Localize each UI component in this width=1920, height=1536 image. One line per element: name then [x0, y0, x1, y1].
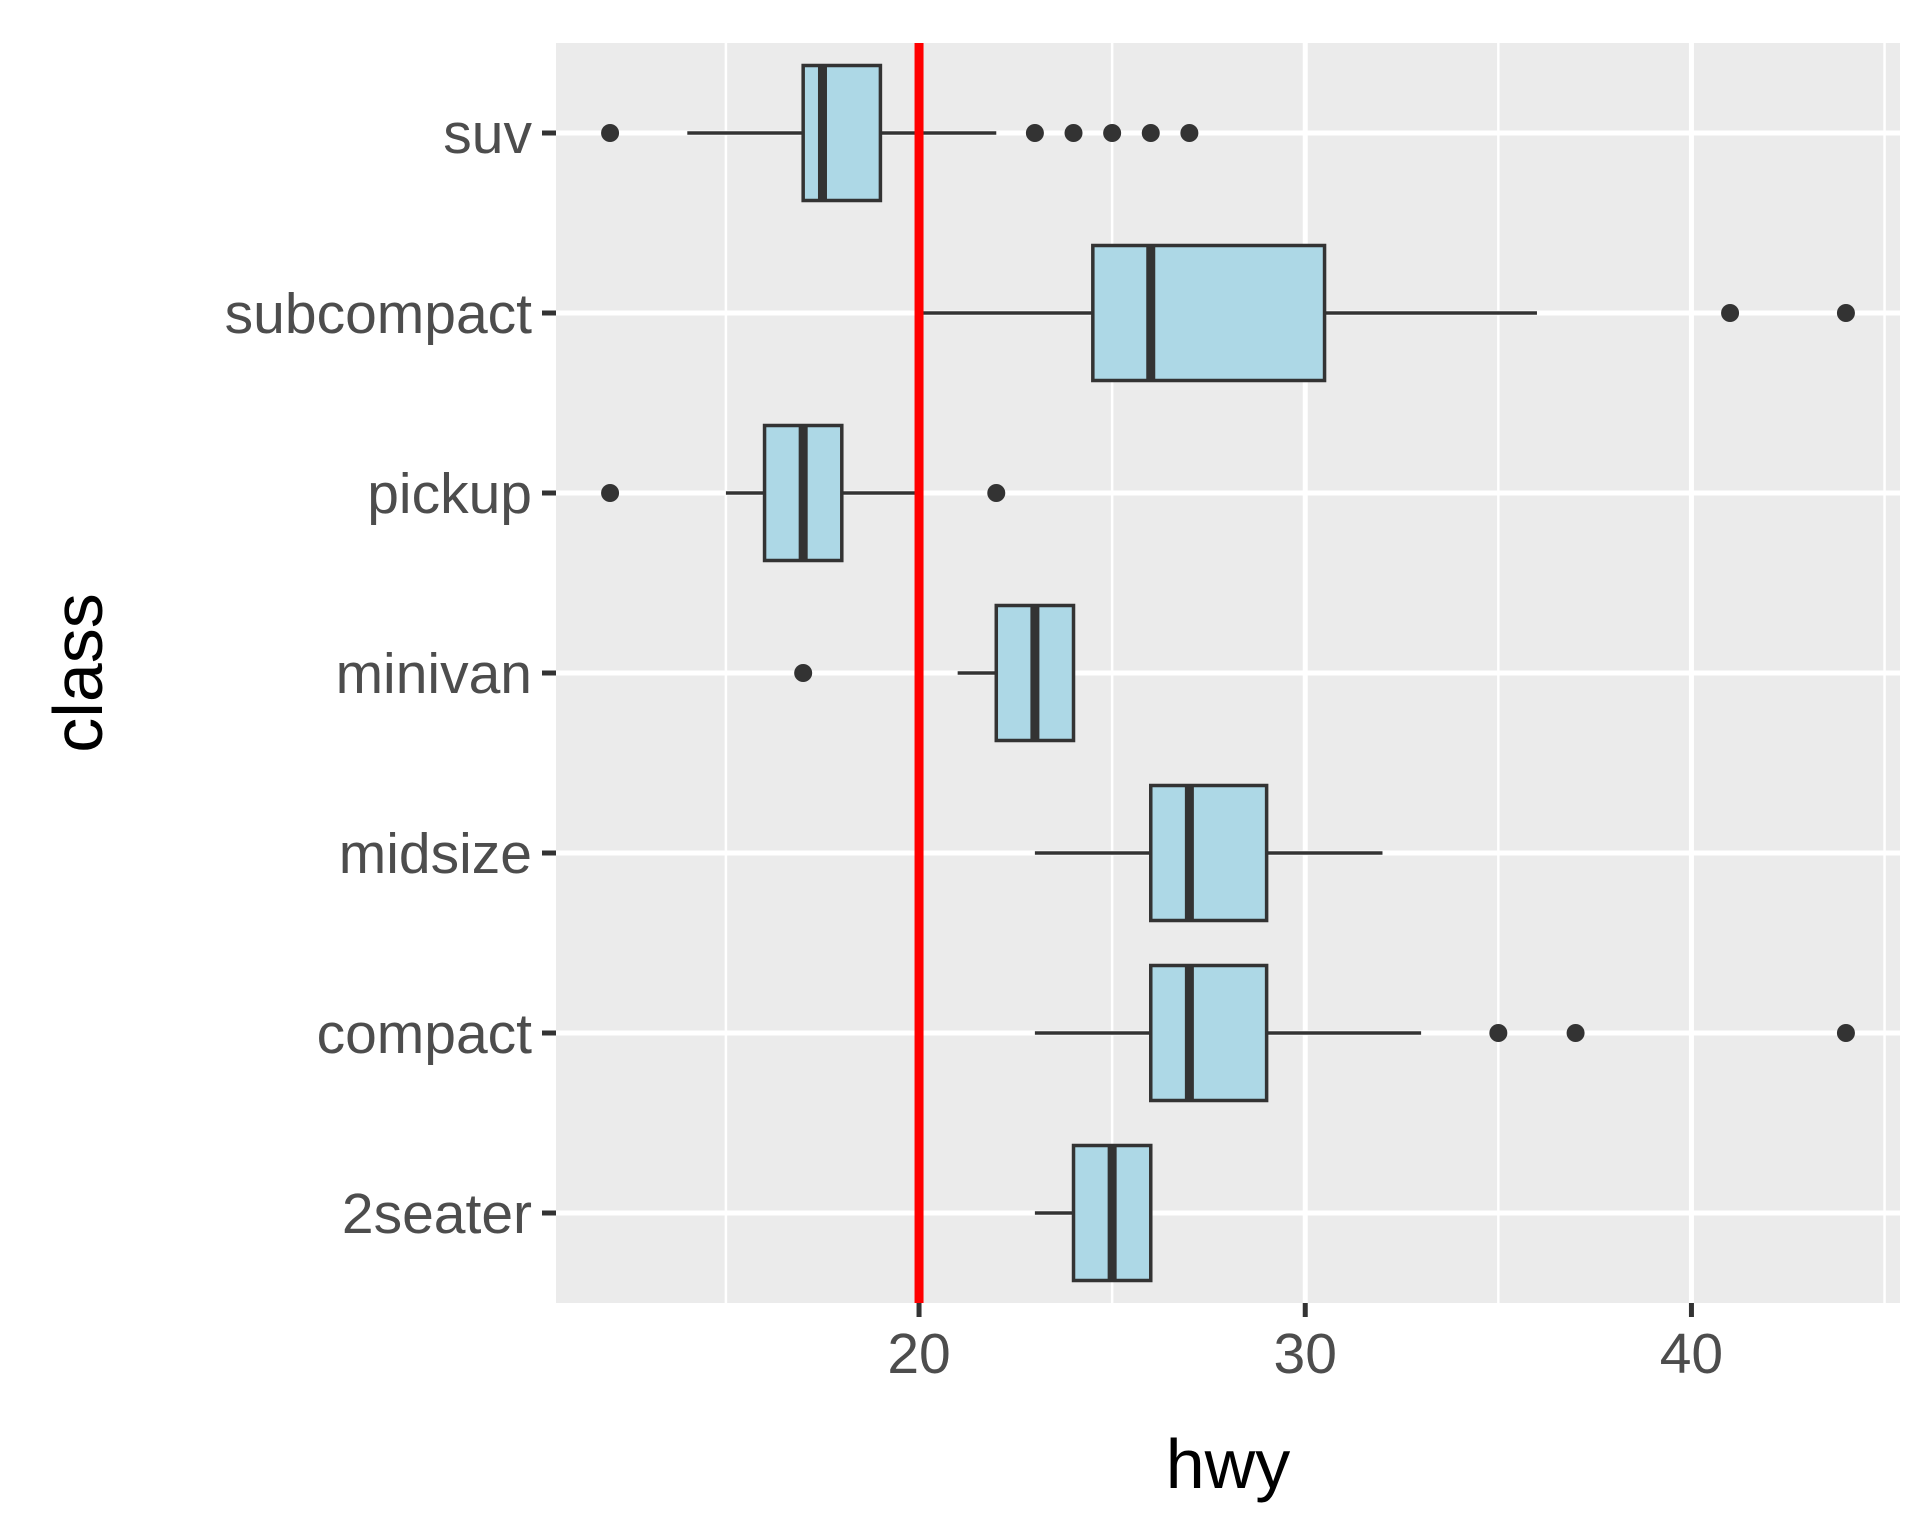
box-pickup [601, 423, 1006, 563]
box-compact [1034, 963, 1855, 1103]
outlier-point [1721, 304, 1740, 322]
x-axis-title: hwy [1166, 1425, 1290, 1503]
y-tick-label: pickup [367, 462, 532, 526]
outlier-point [1103, 124, 1122, 142]
outlier-point [794, 664, 813, 682]
y-axis-title: class [39, 593, 117, 752]
box-minivan [794, 603, 1076, 743]
outlier-point [1180, 124, 1199, 142]
x-tick-label: 30 [1274, 1322, 1337, 1386]
outlier-point [1064, 124, 1083, 142]
outlier-point [1025, 124, 1044, 142]
box-iqr [801, 63, 883, 203]
outlier-point [1836, 1024, 1855, 1042]
outlier-point [1836, 304, 1855, 322]
y-tick-label: minivan [336, 642, 532, 706]
outlier-point [1566, 1024, 1585, 1042]
y-tick-label: midsize [339, 822, 532, 886]
boxes [601, 63, 1855, 1283]
outlier-point [1141, 124, 1160, 142]
box-subcompact [919, 243, 1855, 383]
box-iqr [1149, 963, 1269, 1103]
x-tick-label: 20 [887, 1322, 950, 1386]
box-midsize [1034, 783, 1383, 923]
axes: 20 30 40 2seater compact midsize minivan pickup… [225, 102, 1723, 1386]
outlier-point [601, 124, 620, 142]
outlier-point [1489, 1024, 1508, 1042]
box-suv [601, 63, 1199, 203]
y-tick-label: 2seater [342, 1182, 532, 1246]
box-2seater [1034, 1143, 1153, 1283]
outlier-point [601, 484, 620, 502]
y-tick-label: compact [317, 1002, 533, 1066]
y-tick-label: suv [443, 102, 532, 166]
y-tick-label: subcompact [225, 282, 532, 346]
box-iqr [1149, 783, 1269, 923]
box-iqr [1091, 243, 1327, 383]
x-tick-label: 40 [1660, 1322, 1723, 1386]
outlier-point [987, 484, 1006, 502]
